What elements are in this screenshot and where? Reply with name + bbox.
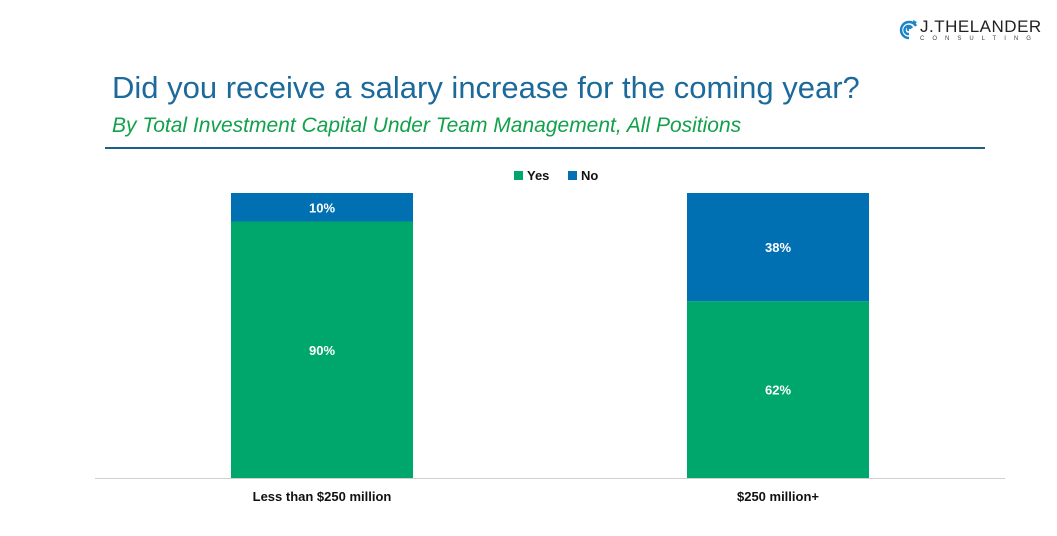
data-label: 62%	[765, 383, 791, 398]
bar-yes-0	[231, 221, 413, 478]
title-divider	[105, 147, 985, 149]
data-label: 10%	[309, 200, 335, 215]
logo: J.THELANDER CONSULTING	[898, 18, 1042, 42]
logo-sub: CONSULTING	[920, 36, 1039, 42]
data-label: 90%	[309, 343, 335, 358]
logo-main: J.THELANDER	[920, 17, 1042, 36]
legend-swatch-yes	[514, 171, 523, 180]
legend-swatch-no	[568, 171, 577, 180]
x-tick-label: $250 million+	[737, 489, 819, 504]
legend-label-no: No	[581, 168, 598, 183]
data-label: 38%	[765, 240, 791, 255]
x-tick-label: Less than $250 million	[253, 489, 392, 504]
bar-no-1	[687, 193, 869, 302]
legend-label-yes: Yes	[527, 168, 549, 183]
legend: Yes No	[514, 168, 598, 183]
bar-no-0	[231, 193, 413, 222]
page-subtitle: By Total Investment Capital Under Team M…	[112, 114, 742, 137]
bar-yes-1	[687, 301, 869, 478]
spiral-icon	[899, 20, 918, 40]
page-title: Did you receive a salary increase for th…	[112, 70, 860, 105]
